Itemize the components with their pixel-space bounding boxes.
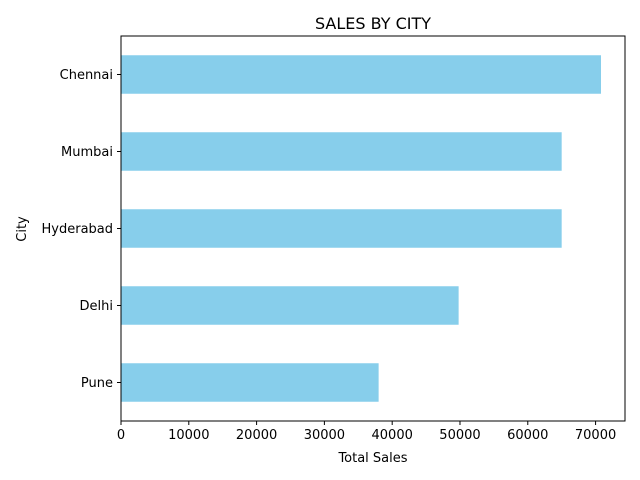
bar-delhi	[121, 286, 459, 325]
y-tick-label: Chennai	[60, 68, 113, 83]
bar-mumbai	[121, 132, 562, 171]
bar-hyderabad	[121, 209, 562, 248]
x-axis-label: Total Sales	[337, 451, 407, 466]
x-tick-label: 40000	[372, 428, 413, 443]
x-tick-label: 30000	[304, 428, 345, 443]
x-tick-label: 60000	[507, 428, 548, 443]
y-axis-label: City	[15, 216, 30, 242]
y-tick-label: Delhi	[80, 299, 113, 314]
x-ticks: 0 10000 20000 30000 40000 50000 60000 70000	[117, 421, 616, 443]
x-tick-label: 70000	[575, 428, 616, 443]
x-tick-label: 0	[117, 428, 125, 443]
y-tick-label: Mumbai	[61, 145, 113, 160]
bar-chennai	[121, 55, 601, 94]
bars-layer	[121, 55, 601, 402]
y-tick-label: Hyderabad	[42, 222, 114, 237]
y-ticks: Chennai Mumbai Hyderabad Delhi Pune	[42, 68, 121, 391]
x-tick-label: 10000	[168, 428, 209, 443]
x-tick-label: 20000	[236, 428, 277, 443]
chart-title: SALES BY CITY	[315, 14, 431, 33]
y-tick-label: Pune	[81, 376, 113, 391]
bar-pune	[121, 363, 379, 402]
x-tick-label: 50000	[439, 428, 480, 443]
